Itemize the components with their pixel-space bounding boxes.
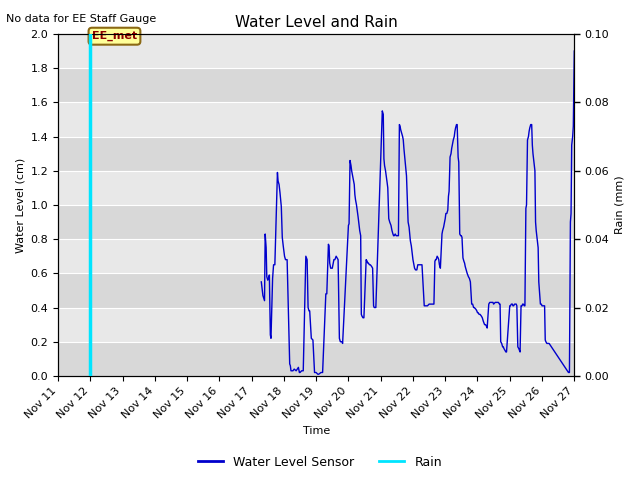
Legend: Water Level Sensor, Rain: Water Level Sensor, Rain [193, 451, 447, 474]
Water Level Sensor [474, 310, 482, 315]
Text: No data for EE Staff Gauge: No data for EE Staff Gauge [6, 14, 157, 24]
Bar [58, 239, 574, 273]
Bar [58, 308, 574, 342]
Water Level Sensor [532, 219, 540, 225]
Bar [58, 273, 574, 308]
Bar [58, 68, 574, 102]
Y-axis label: Rain (mm): Rain (mm) [615, 176, 625, 234]
Bar [58, 205, 574, 239]
Water Level Sensor [257, 279, 265, 285]
Bar [58, 102, 574, 136]
Bar [58, 34, 574, 68]
Title: Water Level and Rain: Water Level and Rain [235, 15, 397, 30]
Line: Water Level Sensor: Water Level Sensor [261, 51, 574, 374]
Water Level Sensor [331, 257, 339, 263]
Text: EE_met: EE_met [92, 31, 137, 41]
Bar [58, 136, 574, 171]
Water Level Sensor [439, 228, 447, 233]
Water Level Sensor [458, 235, 466, 240]
Y-axis label: Water Level (cm): Water Level (cm) [15, 157, 25, 252]
Water Level Sensor [570, 48, 578, 54]
Water Level Sensor [314, 372, 322, 377]
Water Level Sensor [281, 253, 289, 259]
X-axis label: Time: Time [303, 426, 330, 436]
Bar [58, 342, 574, 376]
Bar [58, 171, 574, 205]
